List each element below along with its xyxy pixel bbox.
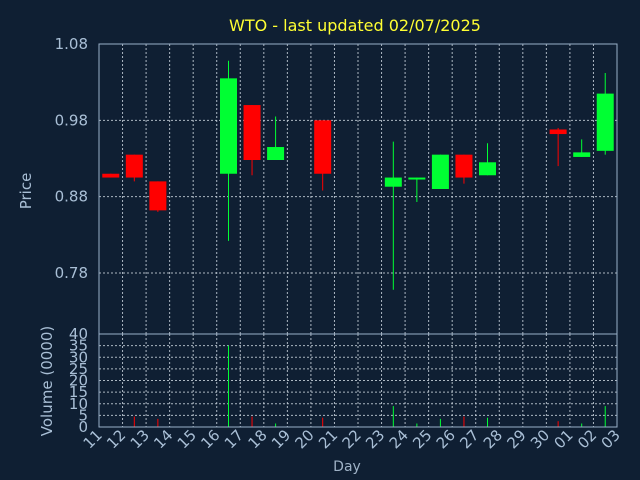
candle-body <box>431 154 449 189</box>
price-tick-label: 0.88 <box>55 188 88 206</box>
volume-tick-label: 15 <box>69 383 88 401</box>
price-tick-label: 1.08 <box>55 35 88 53</box>
x-tick-label: 27 <box>456 426 482 452</box>
candle-body <box>125 154 143 178</box>
x-tick-label: 18 <box>244 426 270 452</box>
price-tick-label: 0.78 <box>55 264 88 282</box>
x-tick-label: 25 <box>409 426 435 452</box>
candle-body <box>549 129 567 135</box>
candle-body <box>596 93 614 151</box>
x-tick-label: 21 <box>315 426 341 452</box>
candle-body <box>479 162 496 176</box>
candle-body <box>455 154 473 178</box>
chart-title: WTO - last updated 02/07/2025 <box>229 16 481 35</box>
x-tick-label: 03 <box>598 426 624 452</box>
volume-tick-label: 30 <box>69 348 88 366</box>
x-tick-label: 02 <box>574 426 600 452</box>
volume-tick-label: 20 <box>69 372 88 390</box>
x-tick-label: 17 <box>221 426 247 452</box>
candle-body <box>243 105 261 160</box>
x-tick-label: 15 <box>174 426 200 452</box>
x-tick-label: 13 <box>127 426 153 452</box>
volume-tick-label: 25 <box>69 360 88 378</box>
x-axis: 1112131415161718192021222324252627282930… <box>80 426 624 452</box>
price-tick-label: 0.98 <box>55 111 88 129</box>
volume-tick-label: 10 <box>69 395 88 413</box>
candle-body <box>384 177 402 187</box>
x-tick-label: 19 <box>268 426 294 452</box>
volume-frame <box>98 333 618 428</box>
candle-body <box>573 152 591 157</box>
candle-body <box>220 78 237 174</box>
price-panel: 0.78 0.88 0.98 1.08 <box>55 35 618 335</box>
candle-body <box>314 120 332 174</box>
x-tick-label: 01 <box>551 426 577 452</box>
x-tick-label: 14 <box>150 426 176 452</box>
x-tick-label: 29 <box>503 426 529 452</box>
x-tick-label: 22 <box>339 426 365 452</box>
x-tick-label: 28 <box>480 426 506 452</box>
candle-body <box>408 177 426 180</box>
candle-body <box>149 181 167 211</box>
x-tick-label: 16 <box>197 426 223 452</box>
x-tick-label: 23 <box>362 426 388 452</box>
x-tick-label: 26 <box>433 426 459 452</box>
volume-tick-label: 40 <box>69 325 88 343</box>
x-tick-label: 24 <box>386 426 412 452</box>
x-axis-label: Day <box>333 459 361 475</box>
x-tick-label: 12 <box>103 426 129 452</box>
x-tick-label: 30 <box>527 426 553 452</box>
candle-body <box>267 147 285 160</box>
volume-tick-label: 5 <box>78 406 88 424</box>
volume-tick-label: 35 <box>69 337 88 355</box>
candle-body <box>102 173 120 178</box>
volume-axis-label: Volume (0000) <box>38 326 56 436</box>
price-axis-label: Price <box>17 173 35 210</box>
volume-tick-label: 0 <box>78 418 88 436</box>
x-tick-label: 20 <box>292 426 318 452</box>
